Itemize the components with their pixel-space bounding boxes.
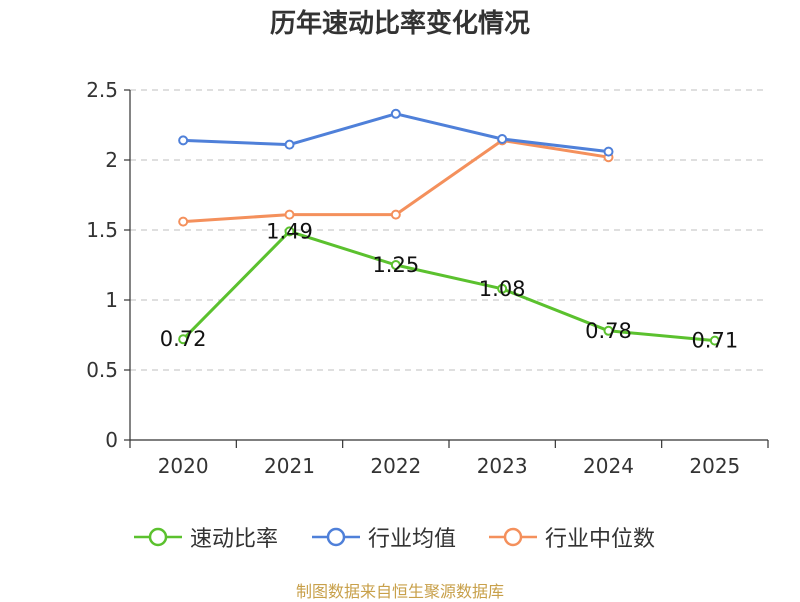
- y-tick-label-1: 0.5: [86, 358, 118, 382]
- point-0-2023: [497, 283, 508, 294]
- series-line-2: [183, 138, 609, 224]
- point-1-2021: [284, 139, 295, 150]
- data-label-2021: 1.49: [266, 219, 313, 243]
- x-tick-label-2022: 2022: [370, 454, 421, 478]
- series-line-0: [182, 229, 715, 343]
- y-tick-label-2: 1: [105, 288, 118, 312]
- y-tick-label-3: 1.5: [86, 218, 118, 242]
- chart-title: 历年速动比率变化情况: [269, 9, 530, 39]
- grid-lines: [130, 89, 768, 371]
- point-0-2025: [709, 335, 720, 346]
- legend-marker-industry-median: [489, 527, 537, 547]
- legend: 速动比率 行业均值 行业中位数: [0, 520, 800, 554]
- x-tick-label-2024: 2024: [583, 454, 634, 478]
- y-tick-label-4: 2: [105, 148, 118, 172]
- data-label-2020: 0.72: [160, 327, 207, 351]
- point-2-2021: [284, 209, 295, 220]
- y-tick-label-0: 0: [105, 428, 118, 452]
- legend-marker-quick-ratio: [134, 527, 182, 547]
- series-group: [178, 108, 720, 346]
- data-label-2024: 0.78: [585, 319, 632, 343]
- source-note: 制图数据来自恒生聚源数据库: [295, 582, 504, 601]
- point-1-2020: [178, 135, 189, 146]
- y-tick-label-5: 2.5: [86, 78, 118, 102]
- point-2-2020: [178, 216, 189, 227]
- point-1-2024: [603, 146, 614, 157]
- axes: 0 0.5 1 1.5 2 2.5 2020 2021 2022 2023 2024 2025: [86, 78, 769, 478]
- legend-label-industry-median: 行业中位数: [545, 527, 656, 552]
- point-1-2022: [390, 108, 401, 119]
- point-0-2024: [603, 325, 614, 336]
- legend-marker-industry-mean: [312, 527, 360, 547]
- point-0-2021: [284, 226, 295, 237]
- legend-label-industry-mean: 行业均值: [368, 527, 457, 552]
- data-label-2023: 1.08: [479, 277, 526, 301]
- legend-item-quick-ratio[interactable]: 速动比率: [132, 520, 278, 554]
- point-1-2023: [497, 134, 508, 144]
- x-tick-label-2021: 2021: [264, 454, 315, 478]
- legend-item-industry-mean[interactable]: 行业均值: [310, 520, 456, 554]
- x-tick-label-2025: 2025: [689, 454, 740, 478]
- legend-item-industry-median[interactable]: 行业中位数: [487, 520, 655, 554]
- data-label-2025: 0.71: [691, 329, 738, 353]
- x-tick-label-2023: 2023: [477, 454, 528, 478]
- data-label-2022: 1.25: [372, 253, 419, 277]
- legend-label-quick-ratio: 速动比率: [190, 527, 279, 552]
- point-0-2020: [178, 334, 189, 345]
- x-tick-label-2020: 2020: [158, 454, 209, 478]
- data-labels: 0.72 1.49 1.25 1.08 0.78 0.71: [160, 219, 738, 352]
- point-2-2022: [390, 209, 401, 220]
- point-0-2022: [390, 260, 401, 270]
